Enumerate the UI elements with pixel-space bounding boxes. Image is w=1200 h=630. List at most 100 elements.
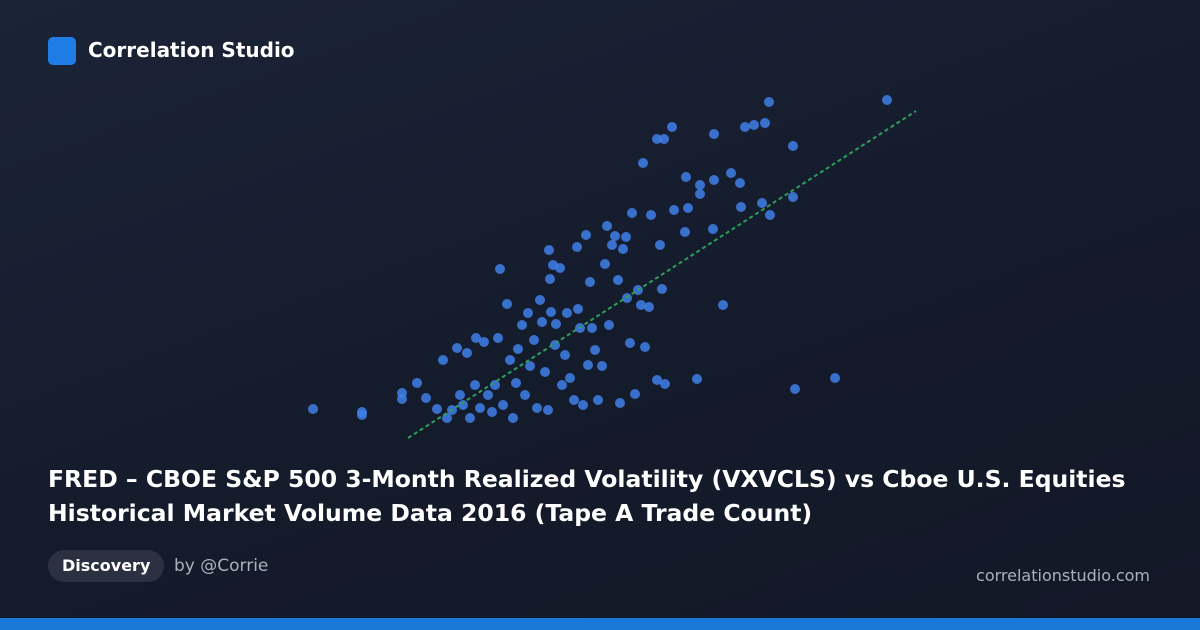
point	[764, 97, 774, 107]
point	[683, 203, 693, 213]
point	[513, 344, 523, 354]
point	[465, 413, 475, 423]
point	[495, 264, 505, 274]
point	[493, 333, 503, 343]
point	[470, 380, 480, 390]
bottom-bar	[0, 618, 1200, 630]
point	[709, 129, 719, 139]
point	[505, 355, 515, 365]
point	[532, 403, 542, 413]
point	[508, 413, 518, 423]
point	[471, 333, 481, 343]
point	[557, 380, 567, 390]
point	[660, 379, 670, 389]
point	[483, 390, 493, 400]
point	[397, 394, 407, 404]
point	[765, 210, 775, 220]
point	[607, 240, 617, 250]
point	[760, 118, 770, 128]
point	[502, 299, 512, 309]
point	[749, 120, 759, 130]
point	[555, 263, 565, 273]
trend-line	[407, 110, 917, 439]
point	[543, 405, 553, 415]
point	[498, 400, 508, 410]
point	[581, 230, 591, 240]
point	[562, 308, 572, 318]
point	[708, 224, 718, 234]
point	[602, 221, 612, 231]
point	[487, 407, 497, 417]
point	[788, 141, 798, 151]
point	[517, 320, 527, 330]
point	[726, 168, 736, 178]
point	[615, 398, 625, 408]
point	[572, 242, 582, 252]
point	[597, 361, 607, 371]
point	[587, 323, 597, 333]
point	[455, 390, 465, 400]
point	[695, 189, 705, 199]
point	[718, 300, 728, 310]
point	[636, 300, 646, 310]
point	[604, 320, 614, 330]
point	[790, 384, 800, 394]
point	[412, 378, 422, 388]
point	[593, 395, 603, 405]
point	[520, 390, 530, 400]
point	[788, 192, 798, 202]
point	[569, 395, 579, 405]
point	[638, 158, 648, 168]
point	[540, 367, 550, 377]
point	[578, 400, 588, 410]
point	[618, 244, 628, 254]
point	[479, 337, 489, 347]
point	[882, 95, 892, 105]
point	[511, 378, 521, 388]
point	[652, 134, 662, 144]
point	[621, 232, 631, 242]
point	[546, 307, 556, 317]
point	[600, 259, 610, 269]
point	[432, 404, 442, 414]
point	[308, 404, 318, 414]
point	[681, 172, 691, 182]
point	[669, 205, 679, 215]
point	[573, 304, 583, 314]
point	[357, 410, 367, 420]
point	[625, 338, 635, 348]
point	[630, 389, 640, 399]
point	[551, 319, 561, 329]
point	[695, 180, 705, 190]
tag[interactable]: Discovery	[48, 550, 165, 582]
point	[462, 348, 472, 358]
point	[709, 175, 719, 185]
point	[610, 231, 620, 241]
point	[740, 122, 750, 132]
point	[525, 361, 535, 371]
site: correlationstudio.com	[976, 566, 1150, 585]
point	[523, 308, 533, 318]
point	[627, 208, 637, 218]
point	[657, 284, 667, 294]
point	[545, 274, 555, 284]
point	[535, 295, 545, 305]
point	[585, 277, 595, 287]
logo	[48, 37, 76, 65]
point	[565, 373, 575, 383]
author[interactable]: by @Corrie	[174, 556, 269, 576]
point	[590, 345, 600, 355]
point	[735, 178, 745, 188]
point	[421, 393, 431, 403]
brand: Correlation Studio	[88, 38, 295, 62]
point	[452, 343, 462, 353]
point	[560, 350, 570, 360]
point	[438, 355, 448, 365]
point	[544, 245, 554, 255]
point	[652, 375, 662, 385]
point	[659, 134, 669, 144]
point	[680, 227, 690, 237]
point	[537, 317, 547, 327]
